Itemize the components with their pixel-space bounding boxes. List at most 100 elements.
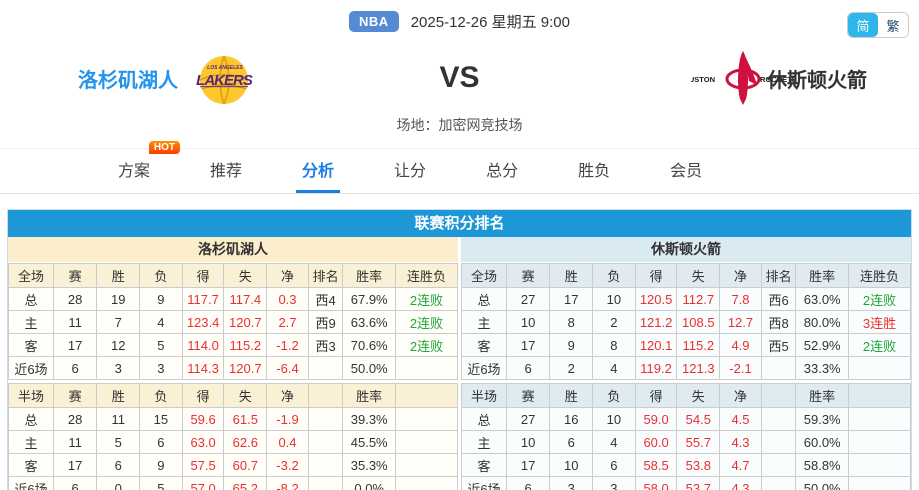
- table-cell: 63.6%: [342, 310, 396, 334]
- vs-label: VS: [439, 61, 480, 94]
- table-cell: 121.2: [634, 310, 678, 334]
- column-header: 净: [719, 383, 762, 408]
- table-cell: 60.0: [634, 430, 678, 454]
- table-cell: 115.2: [223, 333, 268, 357]
- nav-tab-会员[interactable]: 会员: [670, 163, 703, 180]
- column-header: 赛: [505, 263, 551, 288]
- table-cell: 17: [52, 453, 98, 477]
- table-cell: 4.3: [719, 430, 762, 454]
- table-cell: 10: [592, 287, 636, 311]
- column-header: 胜率: [795, 263, 849, 288]
- table-cell: 61.5: [223, 407, 268, 431]
- table-cell: 西5: [760, 333, 797, 357]
- nav-tab-让分[interactable]: 让分: [394, 163, 427, 180]
- table-row: 主 11 5 6 63.0 62.6 0.4 45.5%: [8, 430, 459, 454]
- column-header: 连胜负: [847, 263, 912, 288]
- table-cell: 近6场: [8, 476, 54, 490]
- table-cell: [394, 356, 459, 380]
- table-cell: 9: [549, 333, 594, 357]
- standings-section: 联赛积分排名 洛杉矶湖人 全场赛胜负得失净排名 胜率 连胜负总 28 19 9 117.7 1…: [7, 209, 912, 490]
- table-cell: 63.0%: [795, 287, 849, 311]
- lakers-logo-icon: LOS ANGELES LAKERS: [194, 49, 254, 107]
- table-cell: 客: [461, 333, 507, 357]
- table-cell: 17: [549, 287, 594, 311]
- language-toggle: 简 繁: [847, 12, 909, 38]
- table-header-row: 全场赛胜负得失净排名 胜率 连胜负: [8, 263, 459, 288]
- lang-simplified-button[interactable]: 简: [848, 13, 878, 37]
- standings-title: 联赛积分排名: [8, 210, 911, 237]
- column-header: [307, 383, 344, 408]
- column-header: 胜率: [342, 383, 396, 408]
- table-cell: -8.2: [266, 476, 309, 490]
- table-cell: 4: [139, 310, 183, 334]
- column-header: 连胜负: [394, 263, 459, 288]
- table-cell: 12: [96, 333, 141, 357]
- table-cell: 39.3%: [342, 407, 396, 431]
- table-cell: 6: [96, 453, 141, 477]
- table-cell: 主: [8, 430, 54, 454]
- table-cell: 2连败: [394, 310, 459, 334]
- column-header: 得: [634, 263, 678, 288]
- table-cell: 2: [592, 310, 636, 334]
- table-cell: 2连败: [847, 333, 912, 357]
- table-cell: 65.2: [223, 476, 268, 490]
- table-cell: 53.7: [676, 476, 721, 490]
- nav-tab-分析[interactable]: 分析: [296, 157, 341, 193]
- table-cell: 52.9%: [795, 333, 849, 357]
- table-cell: [847, 453, 912, 477]
- table-cell: [394, 430, 459, 454]
- column-header: 失: [676, 383, 721, 408]
- table-cell: 0.3: [266, 287, 309, 311]
- nav-tab-推荐[interactable]: 推荐: [210, 163, 243, 180]
- column-header: 负: [592, 383, 636, 408]
- nav-tab-总分[interactable]: 总分: [486, 163, 519, 180]
- table-cell: 9: [139, 287, 183, 311]
- table-cell: 6: [549, 430, 594, 454]
- column-header: 胜率: [342, 263, 396, 288]
- table-cell: 11: [52, 430, 98, 454]
- column-header: 负: [592, 263, 636, 288]
- table-cell: 27: [505, 407, 551, 431]
- table-cell: 67.9%: [342, 287, 396, 311]
- table-cell: 西8: [760, 310, 797, 334]
- table-cell: 7: [96, 310, 141, 334]
- table-cell: 117.4: [223, 287, 268, 311]
- nav-tab-胜负[interactable]: 胜负: [578, 163, 611, 180]
- nav-tab-方案[interactable]: 方案 HOT: [118, 141, 181, 193]
- table-cell: 28: [52, 407, 98, 431]
- table-cell: 6: [139, 430, 183, 454]
- table-cell: 120.5: [634, 287, 678, 311]
- table-cell: 123.4: [181, 310, 225, 334]
- column-header: 失: [223, 383, 268, 408]
- table-cell: 55.7: [676, 430, 721, 454]
- table-cell: 57.5: [181, 453, 225, 477]
- table-cell: 0.0%: [342, 476, 396, 490]
- home-stats-table: 全场赛胜负得失净排名 胜率 连胜负总 28 19 9 117.7 117.4 0.3 西4 67.9…: [8, 263, 459, 490]
- table-header-row: 半场赛胜负得失净 胜率: [8, 383, 459, 408]
- table-cell: 114.0: [181, 333, 225, 357]
- table-row: 客 17 6 9 57.5 60.7 -3.2 35.3%: [8, 453, 459, 477]
- table-row: 客 17 9 8 120.1 115.2 4.9 西5 52.9% 2连败: [461, 333, 912, 357]
- table-row: 总 28 11 15 59.6 61.5 -1.9 39.3%: [8, 407, 459, 431]
- table-cell: 120.7: [223, 310, 268, 334]
- table-cell: 16: [549, 407, 594, 431]
- table-cell: -1.9: [266, 407, 309, 431]
- table-cell: 119.2: [634, 356, 678, 380]
- table-cell: 63.0: [181, 430, 225, 454]
- table-row: 近6场 6 3 3 114.3 120.7 -6.4 50.0%: [8, 356, 459, 380]
- nav-tabs: 方案 HOT 推荐 分析 让分 总分 胜负 会员: [0, 141, 919, 194]
- table-cell: [760, 453, 797, 477]
- table-cell: 2连败: [394, 287, 459, 311]
- table-cell: 58.8%: [795, 453, 849, 477]
- column-header: 半场: [8, 383, 54, 408]
- table-cell: 4.9: [719, 333, 762, 357]
- column-header: 胜: [549, 263, 594, 288]
- top-bar: NBA 2025-12-26 星期五 9:00 简 繁: [0, 0, 919, 42]
- lang-traditional-button[interactable]: 繁: [878, 13, 908, 37]
- table-cell: [394, 476, 459, 490]
- column-header: 全场: [461, 263, 507, 288]
- table-cell: 6: [592, 453, 636, 477]
- column-header: 负: [139, 383, 183, 408]
- table-cell: 10: [592, 407, 636, 431]
- table-cell: 近6场: [461, 476, 507, 490]
